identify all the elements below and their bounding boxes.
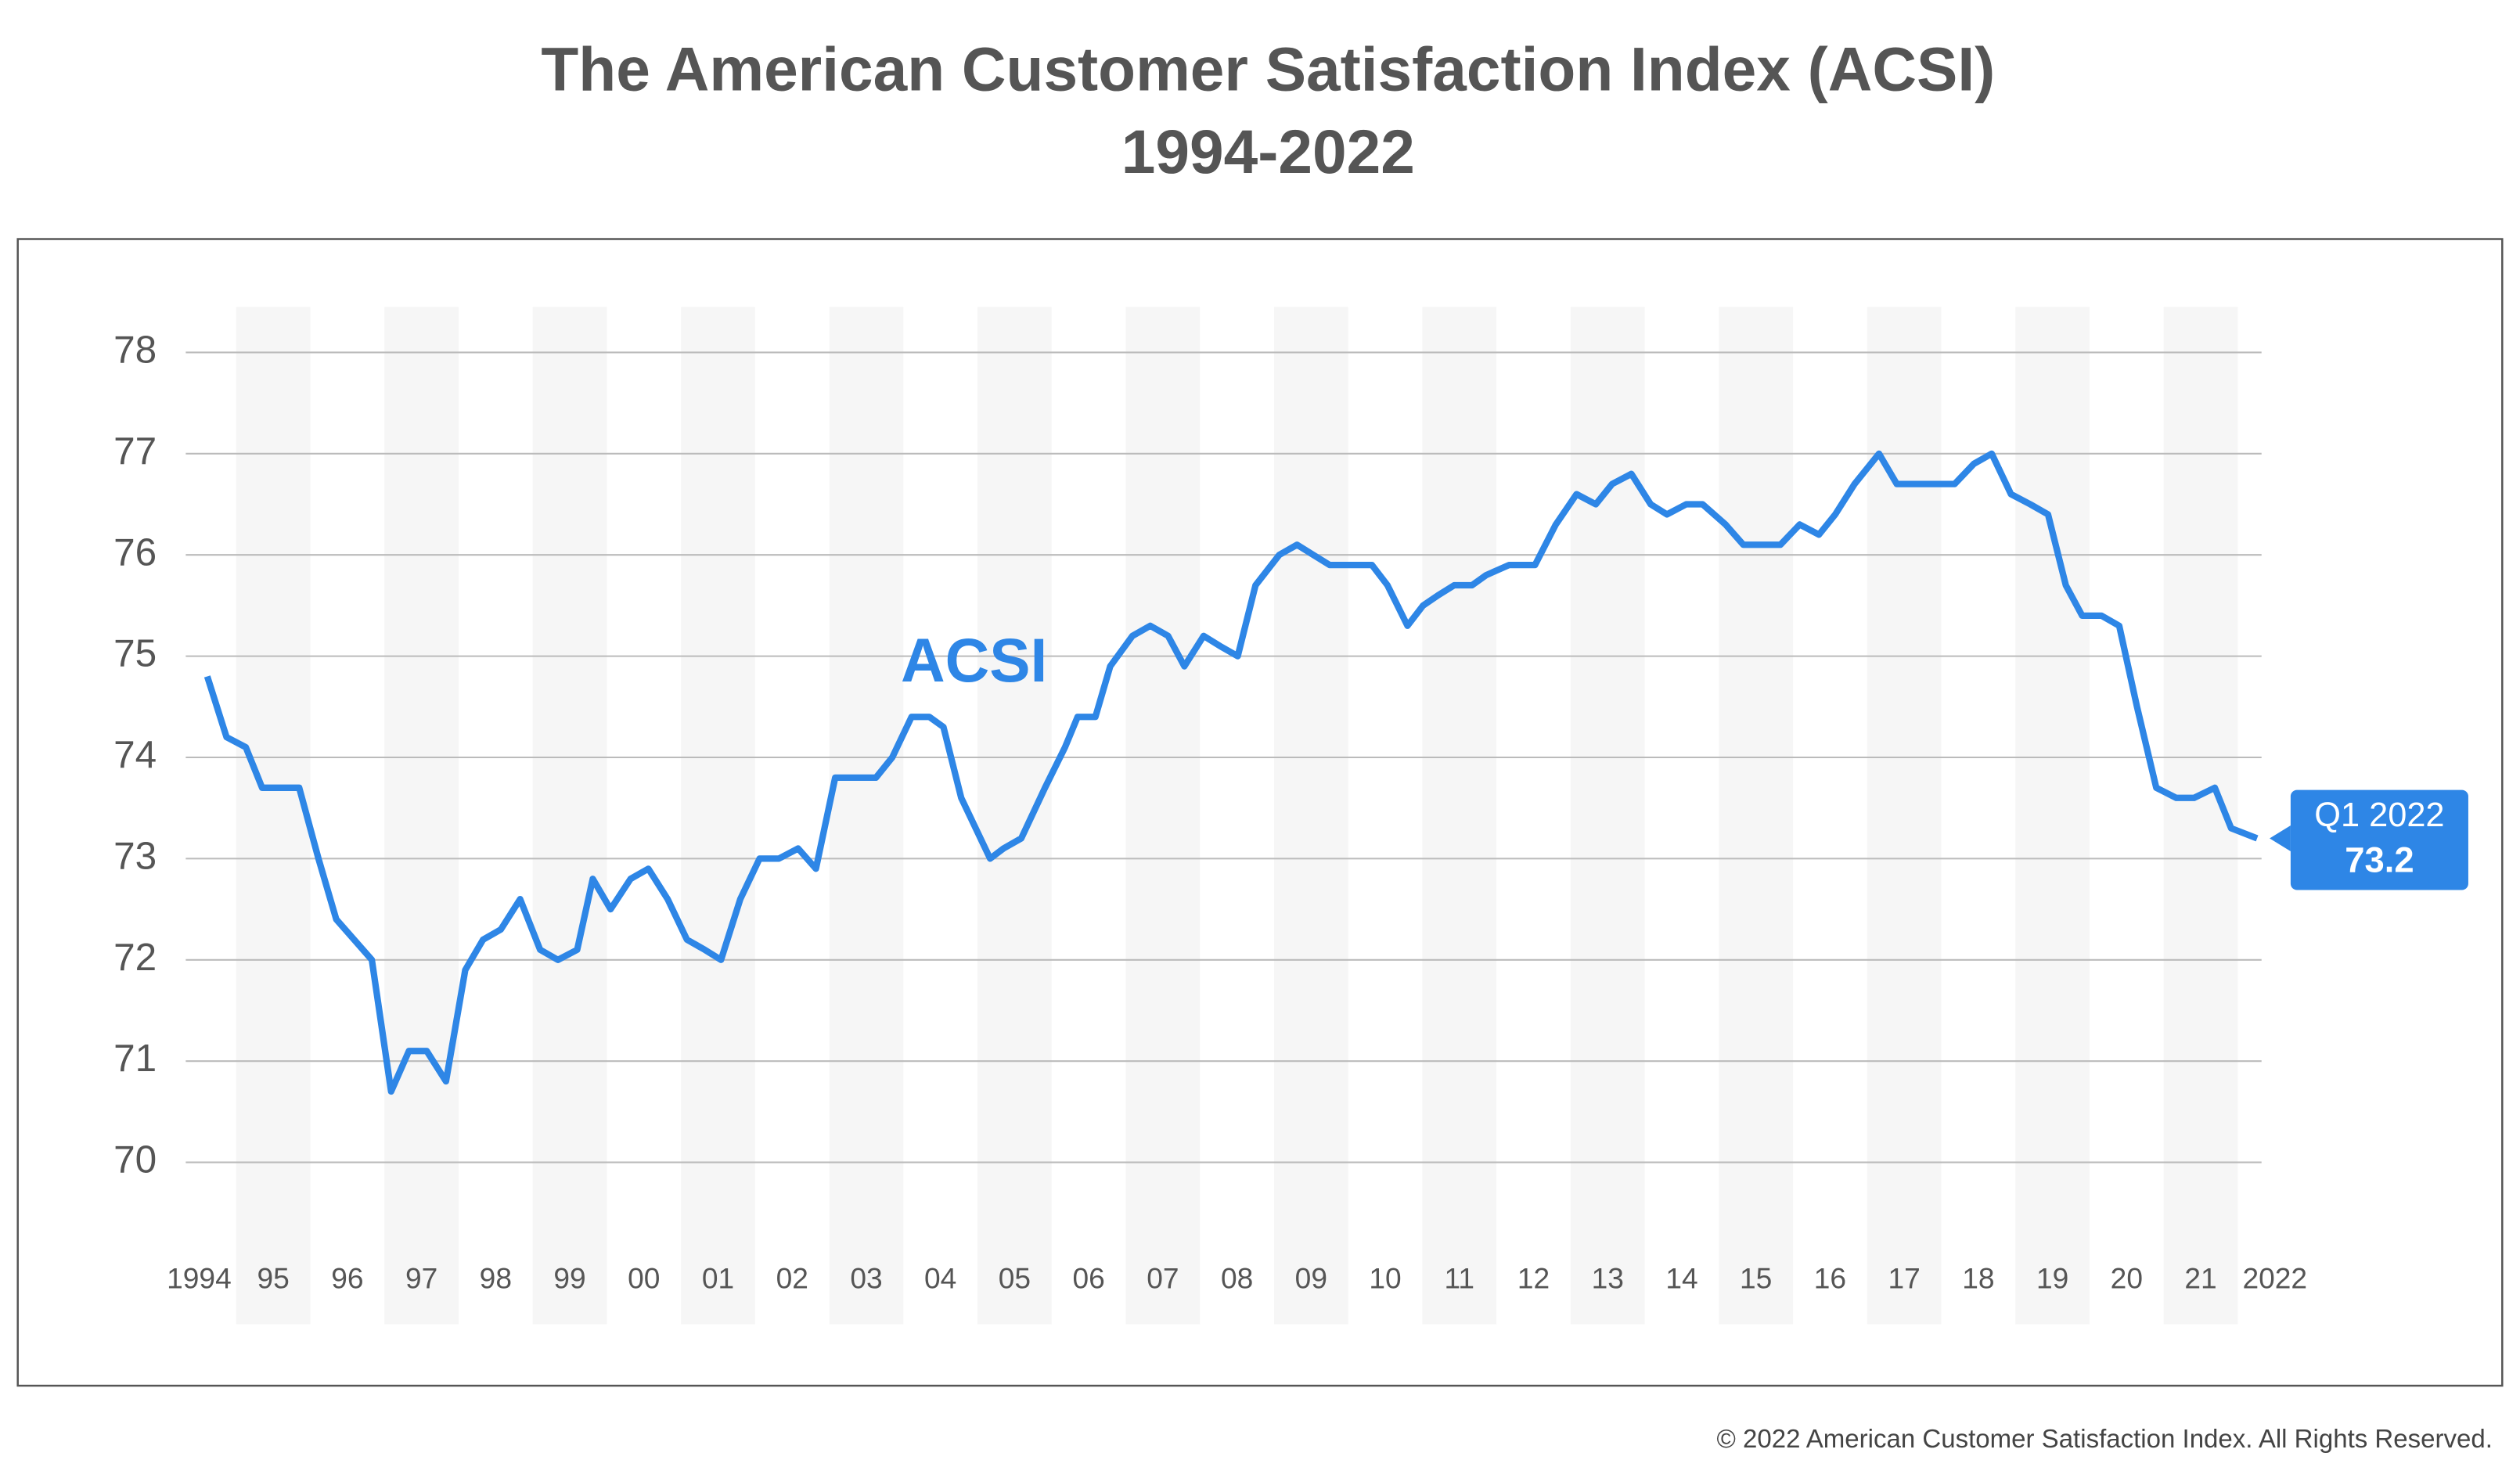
x-tick-label: 95 xyxy=(257,1262,289,1295)
year-band xyxy=(681,307,755,1325)
x-tick-label: 99 xyxy=(553,1262,585,1295)
callout-value: 73.2 xyxy=(2345,840,2414,879)
x-tick-label: 20 xyxy=(2111,1262,2143,1295)
x-tick-label: 07 xyxy=(1147,1262,1179,1295)
chart-frame xyxy=(16,238,2504,1387)
y-tick-label: 78 xyxy=(113,329,157,372)
year-band xyxy=(1570,307,1645,1325)
series-label: ACSI xyxy=(901,626,1047,695)
x-tick-label: 09 xyxy=(1295,1262,1327,1295)
x-tick-label: 04 xyxy=(924,1262,956,1295)
year-band xyxy=(1867,307,1942,1325)
x-tick-label: 13 xyxy=(1592,1262,1624,1295)
year-band xyxy=(1125,307,1201,1325)
y-tick-label: 70 xyxy=(113,1138,157,1181)
y-tick-label: 76 xyxy=(113,530,157,574)
chart-subtitle: 1994-2022 xyxy=(1121,117,1415,186)
x-tick-label: 01 xyxy=(702,1262,734,1295)
year-band xyxy=(2015,307,2090,1325)
year-band xyxy=(384,307,459,1325)
year-band xyxy=(1719,307,1794,1325)
callout-box xyxy=(2290,789,2468,890)
x-tick-label: 18 xyxy=(1962,1262,1994,1295)
callout-pointer xyxy=(2270,825,2291,852)
data-line xyxy=(203,450,2259,1095)
x-tick-label: 12 xyxy=(1517,1262,1550,1295)
year-band xyxy=(977,307,1052,1325)
x-tick-label: 00 xyxy=(628,1262,660,1295)
x-tick-label: 98 xyxy=(480,1262,512,1295)
y-tick-label: 77 xyxy=(113,430,157,473)
x-tick-label: 1994 xyxy=(167,1262,232,1295)
x-tick-label: 03 xyxy=(850,1262,882,1295)
y-tick-label: 75 xyxy=(113,632,157,675)
x-tick-label: 10 xyxy=(1369,1262,1401,1295)
x-tick-label: 02 xyxy=(776,1262,808,1295)
year-band xyxy=(236,307,311,1325)
x-tick-label: 21 xyxy=(2184,1262,2216,1295)
chart-title: The American Customer Satisfaction Index… xyxy=(541,35,1995,104)
x-tick-label: 05 xyxy=(999,1262,1031,1295)
x-tick-label: 17 xyxy=(1888,1262,1921,1295)
callout-label: Q1 2022 xyxy=(2314,797,2444,834)
x-tick-label: 96 xyxy=(331,1262,363,1295)
x-tick-label: 2022 xyxy=(2242,1262,2307,1295)
x-tick-label: 11 xyxy=(1445,1262,1475,1295)
y-tick-label: 73 xyxy=(113,834,157,877)
year-band xyxy=(829,307,904,1325)
x-tick-label: 15 xyxy=(1740,1262,1772,1295)
y-tick-label: 72 xyxy=(113,936,157,979)
y-tick-label: 71 xyxy=(113,1037,157,1080)
year-band xyxy=(1422,307,1497,1325)
x-tick-label: 14 xyxy=(1665,1262,1697,1295)
year-band xyxy=(1273,307,1348,1325)
x-tick-label: 08 xyxy=(1221,1262,1253,1295)
x-tick-label: 19 xyxy=(2036,1262,2068,1295)
footer: © 2022 American Customer Satisfaction In… xyxy=(1716,1424,2492,1453)
x-tick-label: 16 xyxy=(1814,1262,1846,1295)
year-band xyxy=(532,307,607,1325)
y-tick-label: 74 xyxy=(113,733,157,776)
x-tick-label: 06 xyxy=(1072,1262,1104,1295)
x-tick-label: 97 xyxy=(405,1262,437,1295)
